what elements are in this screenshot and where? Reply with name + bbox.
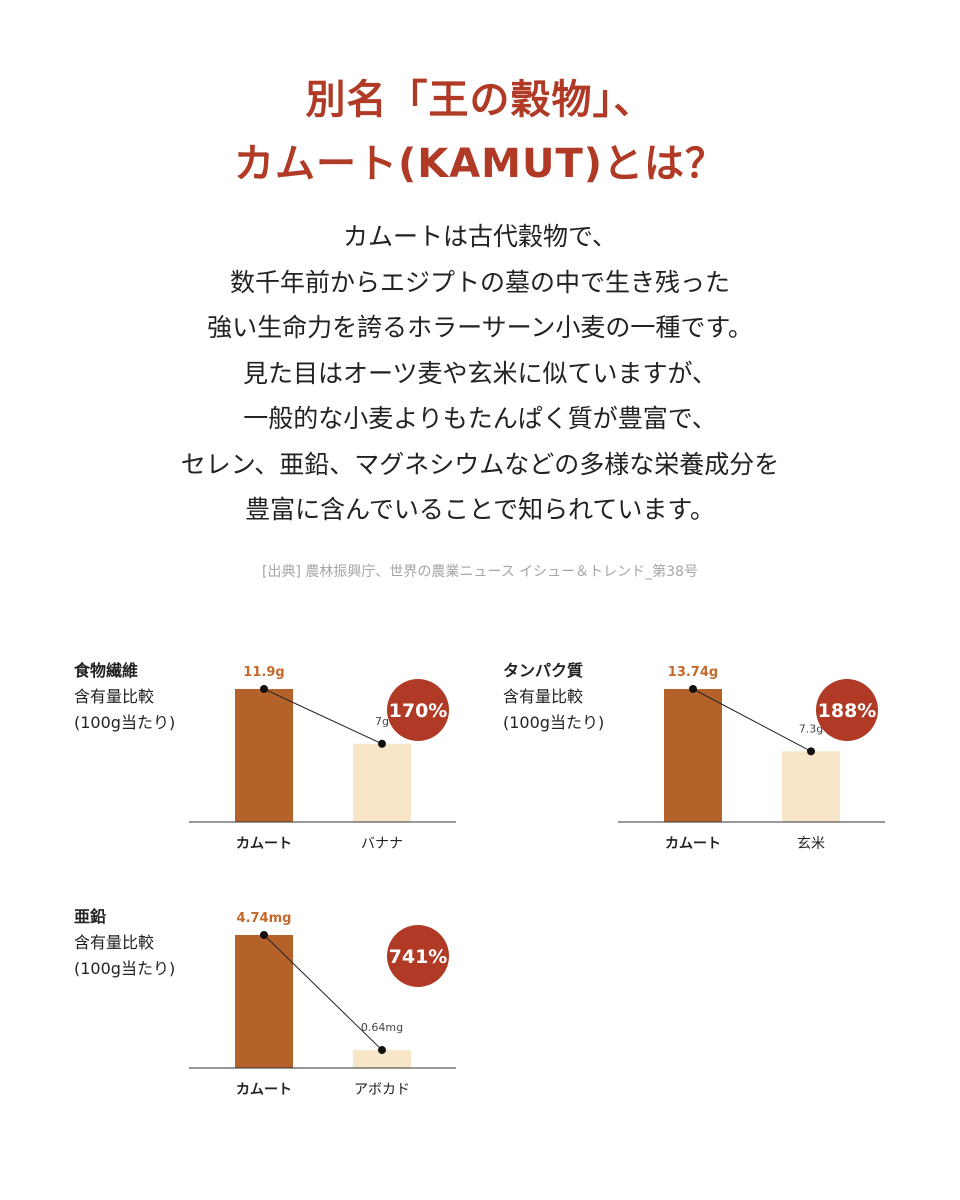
ratio-label: 741% bbox=[389, 946, 448, 968]
ratio-badge bbox=[816, 679, 878, 741]
chart-protein: タンパク質 含有量比較 (100g当たり) 13.74g 7.3g カムート 玄米 18… bbox=[503, 658, 903, 868]
chart-svg: 11.9g 7g カムート バナナ 170% bbox=[189, 665, 456, 852]
data-label-kamut: 13.74g bbox=[668, 665, 718, 680]
data-label-kamut: 4.74mg bbox=[237, 911, 292, 926]
data-point-comparison bbox=[807, 747, 815, 756]
chart-label-sub: 含有量比較 bbox=[503, 687, 584, 706]
chart-label-sub: 含有量比較 bbox=[74, 933, 155, 952]
chart-label-sub: (100g当たり) bbox=[503, 713, 605, 732]
category-label-kamut: カムート bbox=[236, 836, 292, 852]
chart-label-title: 食物繊維 bbox=[74, 661, 139, 680]
title-line-2: カムート(KAMUT)とは？ bbox=[233, 141, 727, 187]
description-line: 一般的な小麦よりもたんぱく質が豊富で、 bbox=[243, 404, 717, 433]
bar-kamut bbox=[235, 689, 293, 822]
connector-line bbox=[263, 688, 383, 745]
chart-label: 亜鉛 含有量比較 (100g当たり) bbox=[74, 904, 175, 982]
description-line: カムートは古代穀物で、 bbox=[342, 222, 617, 251]
ratio-badge bbox=[387, 925, 449, 987]
chart-svg: 13.74g 7.3g カムート 玄米 188% bbox=[618, 665, 885, 852]
chart-zinc: 亜鉛 含有量比較 (100g当たり) 4.74mg 0.64mg カムート アボカド 7… bbox=[74, 904, 474, 1114]
data-label-comparison: 7g bbox=[375, 715, 389, 728]
chart-label-title: タンパク質 bbox=[503, 661, 584, 680]
description-line: セレン、亜鉛、マグネシウムなどの多様な栄養成分を bbox=[180, 449, 780, 479]
data-label-comparison: 7.3g bbox=[799, 722, 823, 735]
bar-comparison bbox=[353, 1050, 411, 1068]
chart-label-sub: (100g当たり) bbox=[74, 713, 176, 732]
description-line: 数千年前からエジプトの墓の中で生き残った bbox=[229, 267, 730, 297]
chart-svg: 4.74mg 0.64mg カムート アボカド 741% bbox=[189, 911, 456, 1098]
chart-label-title: 亜鉛 bbox=[74, 907, 107, 926]
bar-comparison bbox=[353, 743, 411, 822]
chart-label: タンパク質 含有量比較 (100g当たり) bbox=[503, 658, 604, 736]
connector-line bbox=[692, 688, 812, 752]
data-label-comparison: 0.64mg bbox=[361, 1021, 403, 1034]
category-label-comparison: アボカド bbox=[354, 1082, 410, 1098]
ratio-badge bbox=[387, 679, 449, 741]
bar-comparison bbox=[782, 751, 840, 822]
source-citation: [出典] 農林振興庁、世界の農業ニュース イシュー＆トレンド_第38号 bbox=[262, 564, 698, 580]
title-line-1: 別名「王の穀物」、 bbox=[305, 77, 655, 123]
category-label-kamut: カムート bbox=[665, 836, 721, 852]
category-label-comparison: バナナ bbox=[361, 836, 403, 852]
ratio-label: 170% bbox=[389, 700, 448, 722]
description-line: 強い生命力を誇るホラーサーン小麦の一種です。 bbox=[207, 313, 753, 342]
category-label-comparison: 玄米 bbox=[797, 835, 825, 852]
description-line: 見た目はオーツ麦や玄米に似ていますが、 bbox=[242, 358, 717, 388]
page-title: 別名「王の穀物」、 カムート(KAMUT)とは？ bbox=[0, 68, 960, 196]
category-label-kamut: カムート bbox=[236, 1082, 292, 1098]
bar-kamut bbox=[235, 935, 293, 1068]
data-point-kamut bbox=[689, 685, 697, 693]
connector-line bbox=[263, 934, 383, 1051]
description-line: 豊富に含んでいることで知られています。 bbox=[245, 495, 715, 524]
data-point-comparison bbox=[378, 1046, 386, 1055]
chart-label-sub: (100g当たり) bbox=[74, 959, 176, 978]
ratio-label: 188% bbox=[818, 700, 877, 722]
data-label-kamut: 11.9g bbox=[243, 665, 284, 680]
description: カムートは古代穀物で、 数千年前からエジプトの墓の中で生き残った 強い生命力を誇… bbox=[0, 214, 960, 533]
chart-label-sub: 含有量比較 bbox=[74, 687, 155, 706]
bar-kamut bbox=[664, 689, 722, 822]
chart-fiber: 食物繊維 含有量比較 (100g当たり) 11.9g 7g カムート バナナ 170% bbox=[74, 658, 474, 868]
data-point-comparison bbox=[378, 739, 386, 748]
data-point-kamut bbox=[260, 685, 268, 693]
data-point-kamut bbox=[260, 931, 268, 939]
chart-label: 食物繊維 含有量比較 (100g当たり) bbox=[74, 658, 175, 736]
